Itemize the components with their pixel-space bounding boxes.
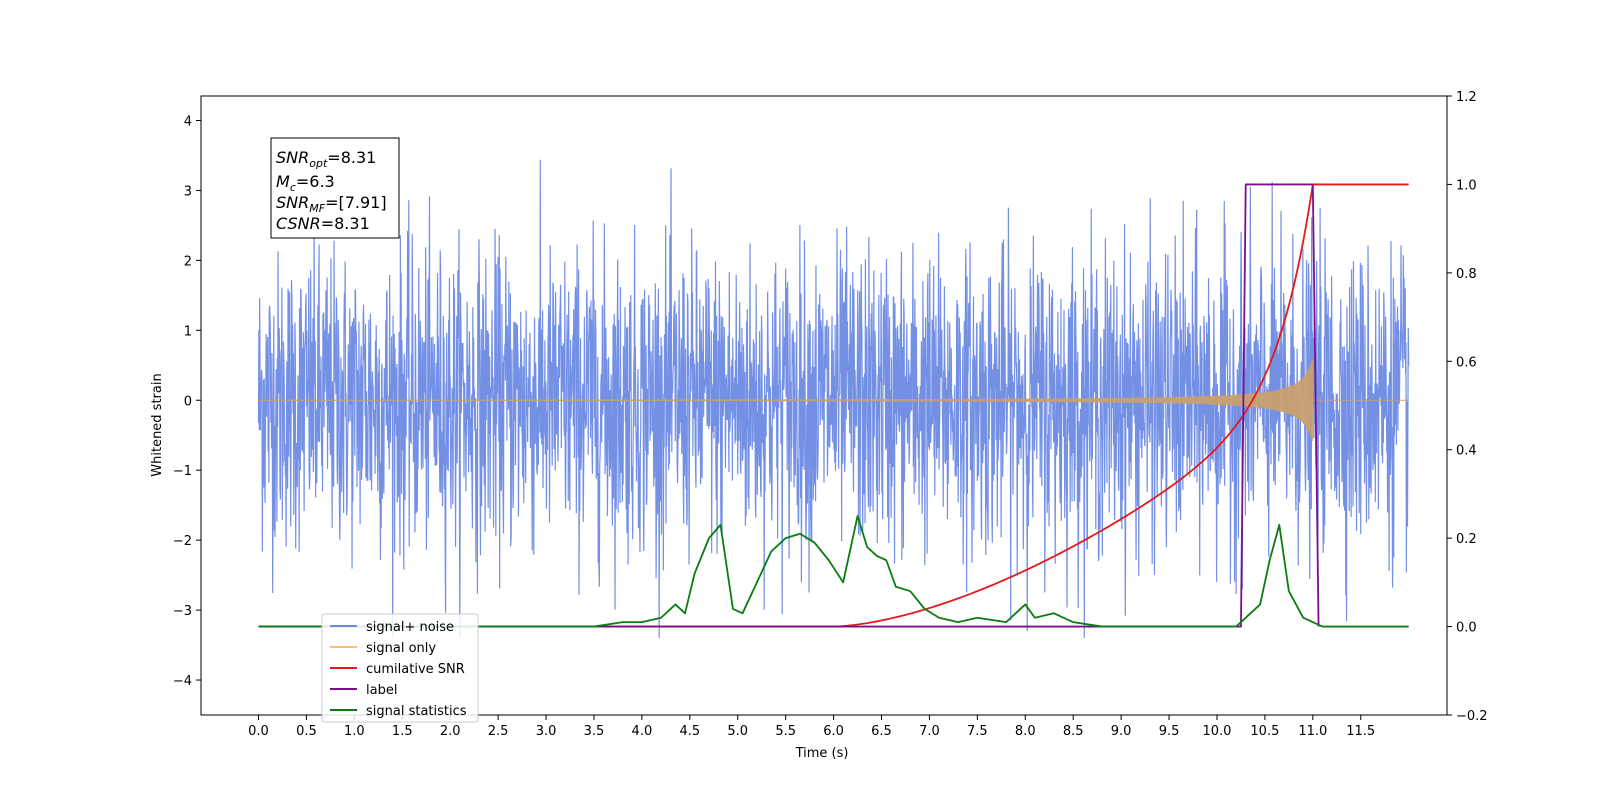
info-csnr: CSNR=8.31 bbox=[276, 214, 370, 233]
y-left-tick-label: 0 bbox=[184, 394, 192, 409]
y-left-tick-label: −4 bbox=[173, 674, 192, 689]
x-tick-label: 2.0 bbox=[440, 724, 461, 739]
x-tick-label: 1.5 bbox=[392, 724, 413, 739]
x-tick-label: 3.0 bbox=[536, 724, 557, 739]
y-right-tick-label: 0.8 bbox=[1456, 267, 1477, 282]
info-snr-mf: SNRMF=[7.91] bbox=[276, 193, 387, 215]
y-right-tick-label: 1.0 bbox=[1456, 178, 1477, 193]
y-left-tick-label: 2 bbox=[184, 254, 192, 269]
legend-label: signal+ noise bbox=[366, 620, 454, 635]
series-label bbox=[258, 183, 1320, 628]
x-tick-label: 10.0 bbox=[1202, 724, 1231, 739]
x-tick-label: 0.0 bbox=[248, 724, 269, 739]
x-axis-label: Time (s) bbox=[795, 746, 849, 761]
y-right-tick-label: 0.6 bbox=[1456, 355, 1477, 370]
x-tick-label: 5.0 bbox=[727, 724, 748, 739]
y-right-tick-label: 0.4 bbox=[1456, 444, 1477, 459]
x-tick-label: 8.0 bbox=[1015, 724, 1036, 739]
legend-label: signal only bbox=[366, 641, 436, 656]
legend-label: cumilative SNR bbox=[366, 662, 465, 677]
plot-area bbox=[257, 159, 1410, 639]
y-right-tick-label: 0.2 bbox=[1456, 532, 1477, 547]
y-left-tick-label: −2 bbox=[173, 534, 192, 549]
x-tick-label: 3.5 bbox=[584, 724, 605, 739]
info-box-frame bbox=[270, 137, 400, 239]
x-tick-label: 10.5 bbox=[1250, 724, 1279, 739]
x-tick-label: 5.5 bbox=[775, 724, 796, 739]
info-snr-opt: SNRopt=8.31 bbox=[276, 148, 376, 170]
y-left-tick-label: 1 bbox=[184, 324, 192, 339]
x-tick-label: 0.5 bbox=[296, 724, 317, 739]
x-tick-label: 4.0 bbox=[632, 724, 653, 739]
x-tick-label: 9.0 bbox=[1111, 724, 1132, 739]
x-tick-label: 1.0 bbox=[344, 724, 365, 739]
info-mc: Mc=6.3 bbox=[276, 172, 335, 194]
x-tick-label: 8.5 bbox=[1063, 724, 1084, 739]
y-left-tick-label: −1 bbox=[173, 464, 192, 479]
x-tick-label: 2.5 bbox=[488, 724, 509, 739]
legend: signal+ noise signal only cumilative SNR la… bbox=[321, 613, 479, 723]
y-left-tick-label: −3 bbox=[173, 604, 192, 619]
x-tick-label: 7.0 bbox=[919, 724, 940, 739]
axes-frame bbox=[200, 95, 1448, 716]
x-tick-label: 11.5 bbox=[1346, 724, 1375, 739]
axes: 0.0 0.5 1.0 1.5 2.0 2.5 3.0 3.5 4.0 4.5 5.0 5.5 6.0 6… bbox=[173, 90, 1488, 739]
x-tick-label: 6.0 bbox=[823, 724, 844, 739]
legend-frame bbox=[321, 613, 479, 723]
y-right-tick-label: 1.2 bbox=[1456, 90, 1477, 105]
x-tick-label: 6.5 bbox=[871, 724, 892, 739]
x-tick-label: 9.5 bbox=[1159, 724, 1180, 739]
x-tick-label: 7.5 bbox=[967, 724, 988, 739]
series-signal-only bbox=[257, 359, 1409, 441]
legend-label: label bbox=[366, 683, 397, 698]
series-signal-statistics bbox=[258, 515, 1409, 628]
legend-label: signal statistics bbox=[366, 704, 467, 719]
y-axis-label-left: Whitened strain bbox=[150, 373, 165, 476]
x-tick-label: 11.0 bbox=[1298, 724, 1327, 739]
y-left-tick-label: 3 bbox=[184, 184, 192, 199]
y-left-tick-label: 4 bbox=[184, 114, 192, 129]
x-tick-label: 4.5 bbox=[679, 724, 700, 739]
series-signal-noise bbox=[257, 159, 1410, 639]
y-right-tick-label: 0.0 bbox=[1456, 621, 1477, 636]
y-right-tick-label: −0.2 bbox=[1456, 709, 1488, 724]
